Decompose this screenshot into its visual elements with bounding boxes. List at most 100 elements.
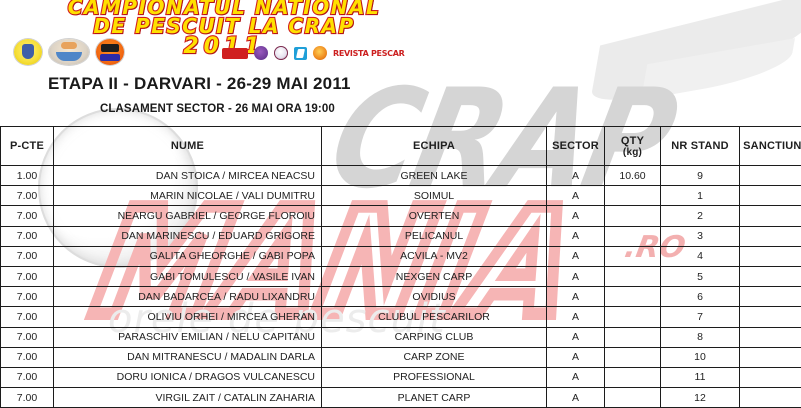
column-header-nume: NUME: [54, 127, 322, 166]
cell-sanctiuni: [740, 388, 801, 408]
cell-qty: [605, 206, 661, 226]
anac-logo-icon: [222, 48, 248, 59]
cell-nume: PARASCHIV EMILIAN / NELU CAPITANU: [54, 327, 322, 347]
cell-sector: A: [547, 246, 605, 266]
cell-nr-stand: 7: [661, 307, 740, 327]
cell-nr-stand: 6: [661, 287, 740, 307]
cell-sanctiuni: [740, 367, 801, 387]
cell-qty: [605, 266, 661, 286]
cell-sector: A: [547, 226, 605, 246]
column-header-qty-unit: (kg): [605, 147, 660, 158]
column-header-sanctiuni: SANCTIUNI: [740, 127, 801, 166]
column-header-qty: QTY (kg): [605, 127, 661, 166]
cell-qty: 10.60: [605, 166, 661, 186]
cell-pcte: 7.00: [1, 206, 54, 226]
cell-nume: DORU IONICA / DRAGOS VULCANESCU: [54, 367, 322, 387]
cell-sanctiuni: [740, 206, 801, 226]
federation-logo-icon: [14, 39, 42, 65]
cell-echipa: GREEN LAKE: [322, 166, 547, 186]
cell-nume: GALITA GHEORGHE / GABI POPA: [54, 246, 322, 266]
cell-nr-stand: 3: [661, 226, 740, 246]
cell-sector: A: [547, 388, 605, 408]
cell-sanctiuni: [740, 226, 801, 246]
cell-qty: [605, 287, 661, 307]
cell-nr-stand: 2: [661, 206, 740, 226]
cell-nr-stand: 10: [661, 347, 740, 367]
cell-sector: A: [547, 166, 605, 186]
ranking-table: P-CTE NUME ECHIPA SECTOR QTY (kg) NR STA…: [0, 126, 801, 408]
cell-nume: DAN BADARCEA / RADU LIXANDRU: [54, 287, 322, 307]
cell-sector: A: [547, 206, 605, 226]
cell-nume: MARIN NICOLAE / VALI DUMITRU: [54, 186, 322, 206]
cell-echipa: SOIMUL: [322, 186, 547, 206]
cell-sector: A: [547, 287, 605, 307]
cell-nr-stand: 4: [661, 246, 740, 266]
cell-pcte: 1.00: [1, 166, 54, 186]
revista-pescar-logo-label: REVISTA PESCAR: [333, 49, 404, 58]
cell-sector: A: [547, 327, 605, 347]
cell-pcte: 7.00: [1, 186, 54, 206]
cell-echipa: OVIDIUS: [322, 287, 547, 307]
cell-echipa: CARPING CLUB: [322, 327, 547, 347]
cell-sector: A: [547, 367, 605, 387]
cell-echipa: NEXGEN CARP: [322, 266, 547, 286]
table-header-row: P-CTE NUME ECHIPA SECTOR QTY (kg) NR STA…: [1, 127, 801, 166]
cell-nume: OLIVIU ORHEI / MIRCEA GHERAN: [54, 307, 322, 327]
sponsor-orange-logo-icon: [313, 46, 327, 60]
cell-nr-stand: 8: [661, 327, 740, 347]
cell-pcte: 7.00: [1, 347, 54, 367]
cell-pcte: 7.00: [1, 307, 54, 327]
cell-nr-stand: 11: [661, 367, 740, 387]
cell-sector: A: [547, 307, 605, 327]
cell-nume: DAN STOICA / MIRCEA NEACSU: [54, 166, 322, 186]
pdl-logo-icon: [96, 39, 124, 65]
cell-pcte: 7.00: [1, 388, 54, 408]
cell-sanctiuni: [740, 287, 801, 307]
cell-nr-stand: 12: [661, 388, 740, 408]
cell-sanctiuni: [740, 246, 801, 266]
cell-echipa: ACVILA - MV2: [322, 246, 547, 266]
cell-echipa: OVERTEN: [322, 206, 547, 226]
cell-pcte: 7.00: [1, 266, 54, 286]
cell-nume: VIRGIL ZAIT / CATALIN ZAHARIA: [54, 388, 322, 408]
cell-sector: A: [547, 347, 605, 367]
cell-nr-stand: 5: [661, 266, 740, 286]
page-title: ETAPA II - DARVARI - 26-29 MAI 2011: [48, 74, 351, 94]
cell-qty: [605, 307, 661, 327]
organizer-logos: [14, 38, 124, 66]
cell-nume: DAN MITRANESCU / MADALIN DARLA: [54, 347, 322, 367]
cell-pcte: 7.00: [1, 327, 54, 347]
cell-sanctiuni: [740, 327, 801, 347]
cell-nume: DAN MARINESCU / EDUARD GRIGORE: [54, 226, 322, 246]
cell-pcte: 7.00: [1, 246, 54, 266]
page-subtitle: CLASAMENT SECTOR - 26 MAI ORA 19:00: [100, 103, 335, 115]
cell-nr-stand: 9: [661, 166, 740, 186]
sponsor-purple-logo-icon: [254, 46, 268, 60]
cell-sanctiuni: [740, 347, 801, 367]
cell-sanctiuni: [740, 266, 801, 286]
cell-sanctiuni: [740, 166, 801, 186]
cell-nr-stand: 1: [661, 186, 740, 206]
cell-qty: [605, 327, 661, 347]
cell-echipa: CLUBUL PESCARILOR: [322, 307, 547, 327]
column-header-qty-label: QTY: [605, 135, 660, 147]
cell-sector: A: [547, 266, 605, 286]
cell-qty: [605, 186, 661, 206]
column-header-pcte: P-CTE: [1, 127, 54, 166]
cell-echipa: PROFESSIONAL: [322, 367, 547, 387]
cell-nume: NEARGU GABRIEL / GEORGE FLOROIU: [54, 206, 322, 226]
cell-pcte: 7.00: [1, 287, 54, 307]
column-header-nr-stand: NR STAND: [661, 127, 740, 166]
